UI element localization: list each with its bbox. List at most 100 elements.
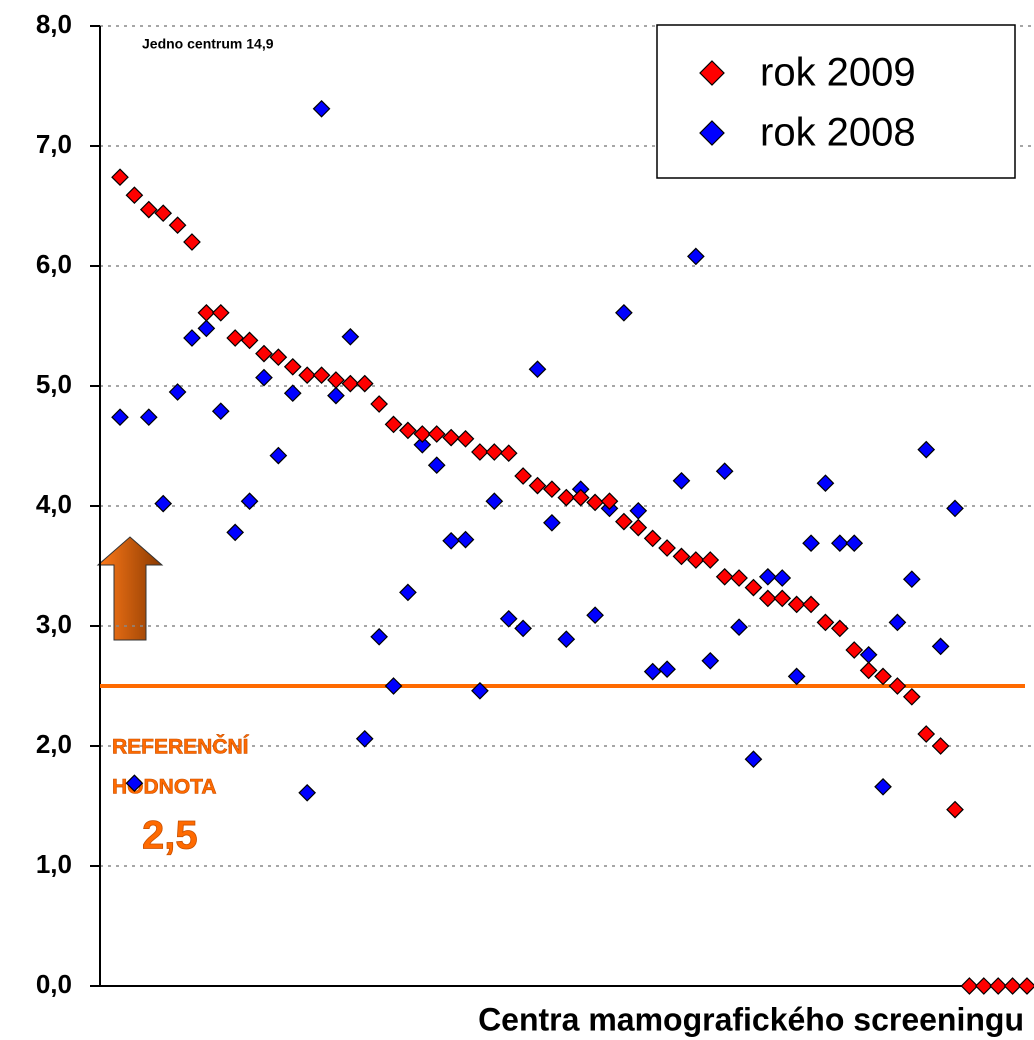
point — [744, 578, 763, 597]
point — [471, 681, 489, 700]
point — [327, 386, 345, 405]
y-tick-label: 4,0 — [36, 489, 72, 519]
point — [471, 443, 489, 461]
point — [240, 492, 259, 511]
point — [168, 216, 187, 235]
point — [658, 660, 676, 679]
point — [615, 512, 633, 531]
reference-text: REFERENČNÍ — [112, 735, 250, 759]
point — [341, 327, 360, 346]
point — [687, 551, 705, 569]
point — [787, 595, 806, 614]
point — [816, 613, 835, 632]
point — [456, 530, 475, 549]
reference-value-label: 2,5 — [142, 814, 198, 858]
point — [557, 488, 576, 507]
y-tick-label: 3,0 — [36, 609, 72, 639]
point — [427, 425, 446, 443]
point — [557, 630, 576, 649]
point — [211, 303, 230, 322]
point — [283, 384, 302, 403]
point — [370, 627, 388, 646]
point — [370, 395, 388, 413]
legend-marker — [699, 60, 725, 86]
point — [830, 619, 849, 638]
point — [845, 534, 864, 553]
up-arrow — [96, 536, 164, 641]
y-tick-label: 2,0 — [36, 729, 72, 759]
point — [586, 606, 604, 625]
point — [298, 366, 317, 385]
point — [197, 303, 216, 322]
point — [874, 777, 892, 796]
legend-marker — [699, 120, 725, 146]
y-tick-label: 1,0 — [36, 849, 72, 879]
reference-text: HODNOTA — [112, 776, 217, 799]
point — [183, 233, 201, 251]
point — [917, 725, 936, 743]
point — [643, 662, 662, 681]
point — [283, 357, 302, 376]
point — [197, 319, 216, 338]
point — [845, 641, 864, 659]
y-tick-label: 8,0 — [36, 9, 72, 39]
point — [586, 493, 604, 512]
point — [125, 774, 144, 793]
point — [902, 687, 921, 706]
point — [1018, 977, 1034, 995]
point — [802, 534, 820, 553]
point — [139, 200, 158, 219]
point — [111, 408, 129, 427]
y-tick-label: 5,0 — [36, 369, 72, 399]
point — [859, 661, 878, 680]
point — [802, 595, 820, 614]
point — [859, 645, 878, 664]
x-axis-label: Centra mamografického screeningu — [478, 1001, 1024, 1037]
point — [399, 421, 417, 440]
point — [946, 800, 964, 819]
point — [269, 348, 288, 367]
point — [600, 492, 619, 511]
point — [168, 383, 187, 401]
point — [499, 444, 518, 463]
point — [888, 613, 907, 632]
point — [816, 474, 835, 493]
point — [759, 567, 777, 586]
point — [125, 186, 144, 205]
point — [701, 651, 720, 670]
point — [615, 303, 633, 322]
point — [687, 247, 705, 266]
point — [658, 539, 676, 557]
point — [226, 523, 245, 542]
point — [730, 618, 748, 637]
point — [543, 480, 561, 499]
point — [643, 529, 662, 548]
point — [312, 366, 331, 385]
point — [427, 456, 446, 475]
point — [773, 569, 792, 587]
point — [787, 667, 806, 686]
point — [327, 371, 345, 389]
legend-box — [656, 24, 1016, 179]
point — [571, 488, 590, 507]
point — [154, 494, 173, 513]
point — [413, 425, 432, 443]
point — [384, 415, 403, 434]
point — [931, 637, 950, 656]
y-tick-label: 7,0 — [36, 129, 72, 159]
legend-label: rok 2008 — [760, 111, 916, 155]
point — [672, 547, 691, 566]
point — [888, 677, 907, 695]
point — [355, 374, 374, 393]
point — [917, 440, 936, 459]
point — [226, 329, 245, 347]
point — [255, 368, 273, 387]
point — [874, 667, 892, 686]
point — [456, 429, 475, 448]
y-tick-label: 6,0 — [36, 249, 72, 279]
point — [499, 609, 518, 628]
point — [946, 499, 964, 518]
point — [111, 168, 129, 187]
point — [154, 204, 173, 223]
